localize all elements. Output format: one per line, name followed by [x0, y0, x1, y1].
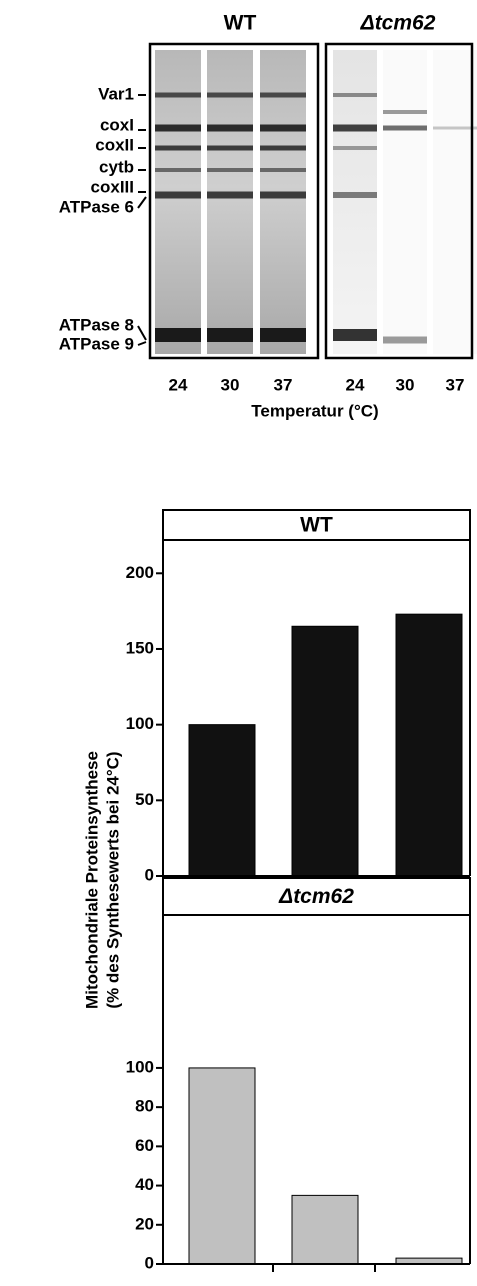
- gel-band: [433, 126, 477, 130]
- band-label: coxI: [100, 115, 134, 134]
- gel-x-label: Temperatur (°C): [251, 401, 378, 420]
- gel-band: [260, 124, 306, 132]
- gel-lane: [433, 50, 477, 354]
- gel-band: [207, 92, 253, 98]
- gel-band: [155, 328, 201, 342]
- gel-band: [383, 110, 427, 114]
- gel-band: [383, 336, 427, 344]
- gel-band: [207, 168, 253, 172]
- band-label: coxIII: [91, 177, 134, 196]
- lane-label: 30: [221, 375, 240, 394]
- gel-band: [155, 191, 201, 199]
- bar: [291, 1194, 359, 1265]
- gel-band: [207, 145, 253, 151]
- x-tick-label: 37: [420, 1283, 439, 1286]
- y-tick-label: 100: [126, 714, 154, 733]
- gel-band: [155, 168, 201, 172]
- y-label-line: Mitochondriale Proteinsynthese: [82, 751, 101, 1009]
- band-label: ATPase 8: [59, 315, 134, 334]
- band-pointer: [137, 196, 147, 209]
- gel-band: [155, 145, 201, 151]
- x-tick-label: 24: [213, 1283, 232, 1286]
- band-label: cytb: [99, 157, 134, 176]
- y-tick-label: 100: [126, 1057, 154, 1076]
- band-label: ATPase 6: [59, 197, 134, 216]
- y-tick-label: 200: [126, 563, 154, 582]
- gel-band: [333, 93, 377, 97]
- gel-band: [260, 328, 306, 342]
- gel-band: [333, 124, 377, 132]
- gel-band: [155, 92, 201, 98]
- gel-band: [260, 191, 306, 199]
- gel-band: [260, 92, 306, 98]
- lane-label: 24: [346, 375, 365, 394]
- gel-band: [333, 192, 377, 198]
- y-tick-label: 0: [145, 865, 154, 884]
- x-tick-label: 30: [316, 1283, 335, 1286]
- gel-band: [155, 124, 201, 132]
- gel-lane: [155, 50, 201, 354]
- gel-title: Δtcm62: [360, 12, 436, 35]
- lane-label: 37: [446, 375, 465, 394]
- y-tick-label: 40: [135, 1175, 154, 1194]
- gel-band: [333, 329, 377, 341]
- panel-title: WT: [300, 514, 333, 537]
- lane-label: 37: [274, 375, 293, 394]
- bar: [395, 613, 463, 877]
- gel-lane: [260, 50, 306, 354]
- bar: [188, 724, 256, 877]
- y-tick-label: 50: [135, 790, 154, 809]
- gel-lane: [383, 50, 427, 354]
- y-tick-label: 20: [135, 1214, 154, 1233]
- gel-band: [207, 191, 253, 199]
- band-pointer: [137, 325, 147, 341]
- panel-title: Δtcm62: [278, 885, 354, 908]
- band-label: coxII: [95, 135, 134, 154]
- band-label: ATPase 9: [59, 334, 134, 353]
- gel-frame: [324, 42, 474, 360]
- y-tick-label: 0: [145, 1253, 154, 1272]
- gel-frame: [148, 42, 320, 360]
- y-tick-label: 150: [126, 638, 154, 657]
- gel-band: [207, 124, 253, 132]
- y-label-line: (% des Synthesewerts bei 24°C): [103, 751, 122, 1008]
- y-tick-label: 80: [135, 1097, 154, 1116]
- gel-band: [260, 168, 306, 172]
- panel-header: [162, 509, 471, 541]
- panel-header: [162, 877, 471, 916]
- gel-band: [333, 146, 377, 150]
- y-tick-label: 60: [135, 1136, 154, 1155]
- bar: [188, 1067, 256, 1265]
- band-pointer: [137, 341, 147, 346]
- y-axis-label: Mitochondriale Proteinsynthese (% des Syn…: [82, 751, 122, 1009]
- bar: [291, 625, 359, 877]
- gel-band: [260, 145, 306, 151]
- gel-lane: [333, 50, 377, 354]
- gel-band: [383, 125, 427, 131]
- gel-title: WT: [224, 12, 257, 35]
- band-label: Var1: [98, 84, 134, 103]
- lane-label: 30: [396, 375, 415, 394]
- lane-label: 24: [169, 375, 188, 394]
- gel-lane: [207, 50, 253, 354]
- gel-band: [207, 328, 253, 342]
